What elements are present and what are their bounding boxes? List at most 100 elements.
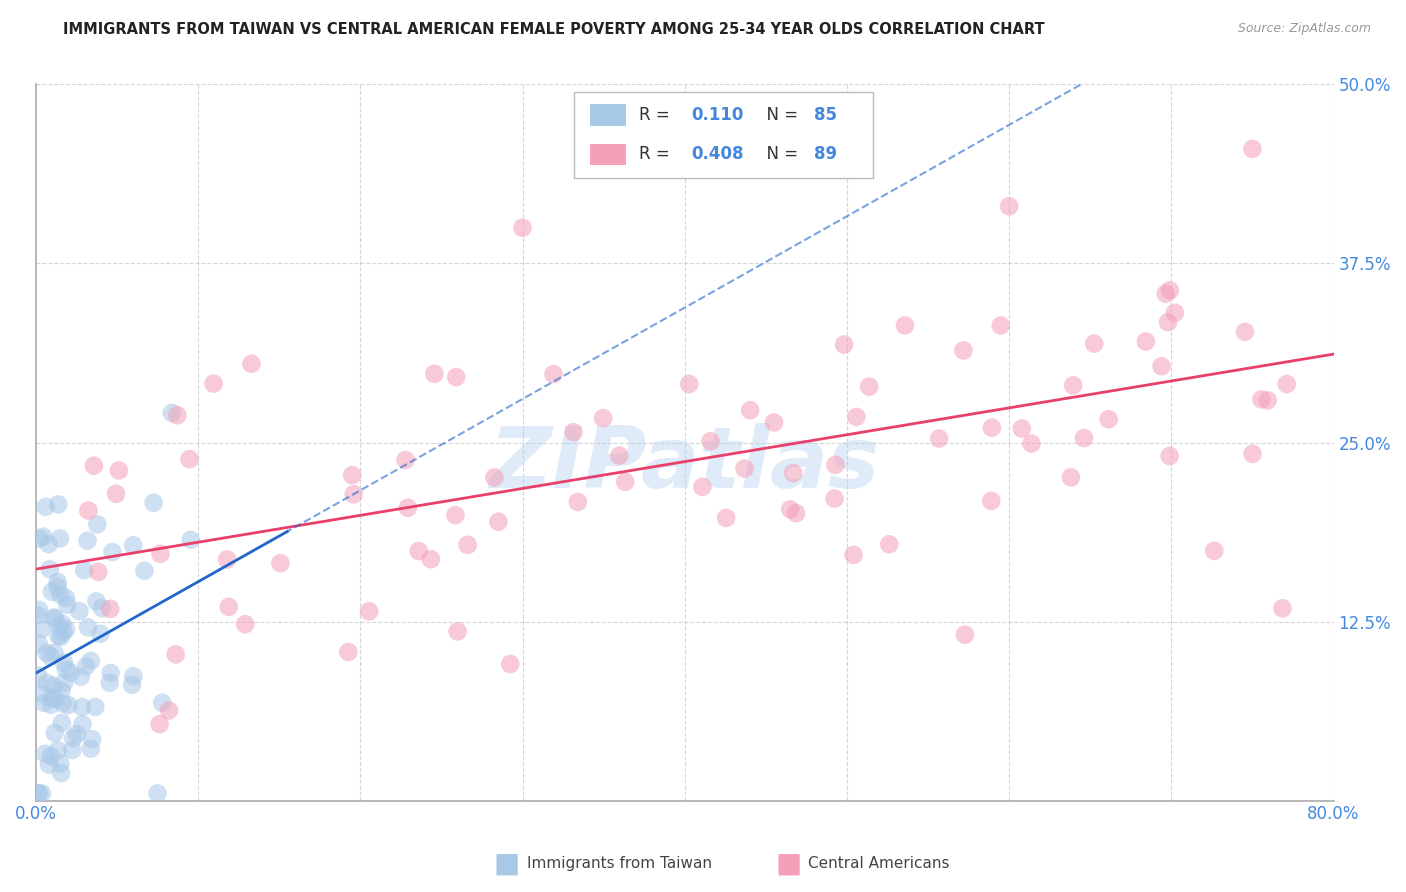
Point: [1241, 447, 1264, 461]
Point: [714, 511, 737, 525]
Point: [28, 787, 51, 801]
Point: [1204, 544, 1226, 558]
Point: [73, 563, 96, 577]
Point: [27, 668, 49, 682]
Point: [69, 670, 91, 684]
Point: [217, 552, 239, 566]
Point: [1135, 334, 1157, 349]
Point: [49, 766, 72, 780]
Point: [34, 747, 56, 761]
Point: [824, 458, 846, 472]
Point: [419, 552, 441, 566]
Point: [52, 697, 75, 711]
Point: [1157, 315, 1180, 329]
Point: [28, 532, 51, 546]
Point: [1011, 421, 1033, 435]
Point: [1150, 359, 1173, 374]
Point: [218, 599, 240, 614]
Point: [160, 406, 183, 420]
Point: [499, 657, 522, 671]
Point: [44, 610, 66, 624]
Point: [444, 370, 467, 384]
Point: [980, 420, 1002, 434]
Point: [408, 544, 430, 558]
Point: [27, 787, 49, 801]
Point: [1241, 142, 1264, 156]
Point: [486, 515, 509, 529]
Point: [782, 466, 804, 480]
Point: [101, 545, 124, 559]
Point: [100, 665, 122, 680]
Point: [1164, 306, 1187, 320]
Point: [42, 611, 65, 625]
Point: [56, 698, 79, 712]
Point: [39, 691, 62, 706]
Point: [28, 603, 51, 617]
Point: [32, 530, 55, 544]
Text: 89: 89: [814, 145, 838, 163]
Point: [46, 497, 69, 511]
Point: [39, 649, 62, 664]
Point: [98, 602, 121, 616]
Bar: [591, 104, 626, 126]
Point: [53, 656, 76, 670]
Point: [165, 648, 187, 662]
Point: [76, 533, 98, 548]
Point: [607, 449, 630, 463]
Point: [48, 629, 70, 643]
Point: [740, 403, 762, 417]
Point: [543, 367, 565, 381]
Point: [998, 199, 1021, 213]
Point: [31, 622, 53, 636]
Point: [87, 565, 110, 579]
Bar: [575, 92, 873, 178]
Point: [1098, 412, 1121, 426]
Point: [46, 743, 69, 757]
Point: [55, 623, 77, 637]
Point: [149, 547, 172, 561]
Point: [1021, 436, 1043, 450]
Point: [80, 654, 103, 668]
Point: [1233, 325, 1256, 339]
Point: [53, 675, 76, 690]
Point: [27, 608, 49, 623]
Point: [1159, 449, 1181, 463]
Point: [105, 487, 128, 501]
Point: [1073, 431, 1095, 445]
Point: [1159, 283, 1181, 297]
Point: [72, 717, 94, 731]
Point: [928, 432, 950, 446]
Point: [877, 537, 900, 551]
Point: [699, 434, 721, 449]
Point: [457, 538, 479, 552]
Point: [122, 538, 145, 552]
Point: [56, 598, 79, 612]
Point: [423, 367, 446, 381]
Point: [82, 732, 104, 747]
Text: Central Americans: Central Americans: [808, 856, 950, 871]
Point: [444, 508, 467, 523]
Point: [44, 726, 66, 740]
Point: [91, 601, 114, 615]
Point: [83, 458, 105, 473]
Point: [567, 495, 589, 509]
Point: [75, 659, 97, 673]
Point: [46, 574, 69, 589]
Point: [60, 743, 83, 757]
Point: [38, 562, 60, 576]
Point: [77, 620, 100, 634]
Point: [337, 645, 360, 659]
Point: [121, 678, 143, 692]
Point: [166, 409, 188, 423]
Point: [39, 698, 62, 712]
Point: [84, 699, 107, 714]
Point: [343, 487, 366, 501]
Point: [28, 637, 51, 651]
Point: [779, 502, 801, 516]
Point: [49, 588, 72, 602]
Point: [55, 591, 77, 605]
Point: [734, 461, 756, 475]
Point: [763, 416, 786, 430]
Point: [31, 787, 53, 801]
Text: Immigrants from Taiwan: Immigrants from Taiwan: [527, 856, 713, 871]
